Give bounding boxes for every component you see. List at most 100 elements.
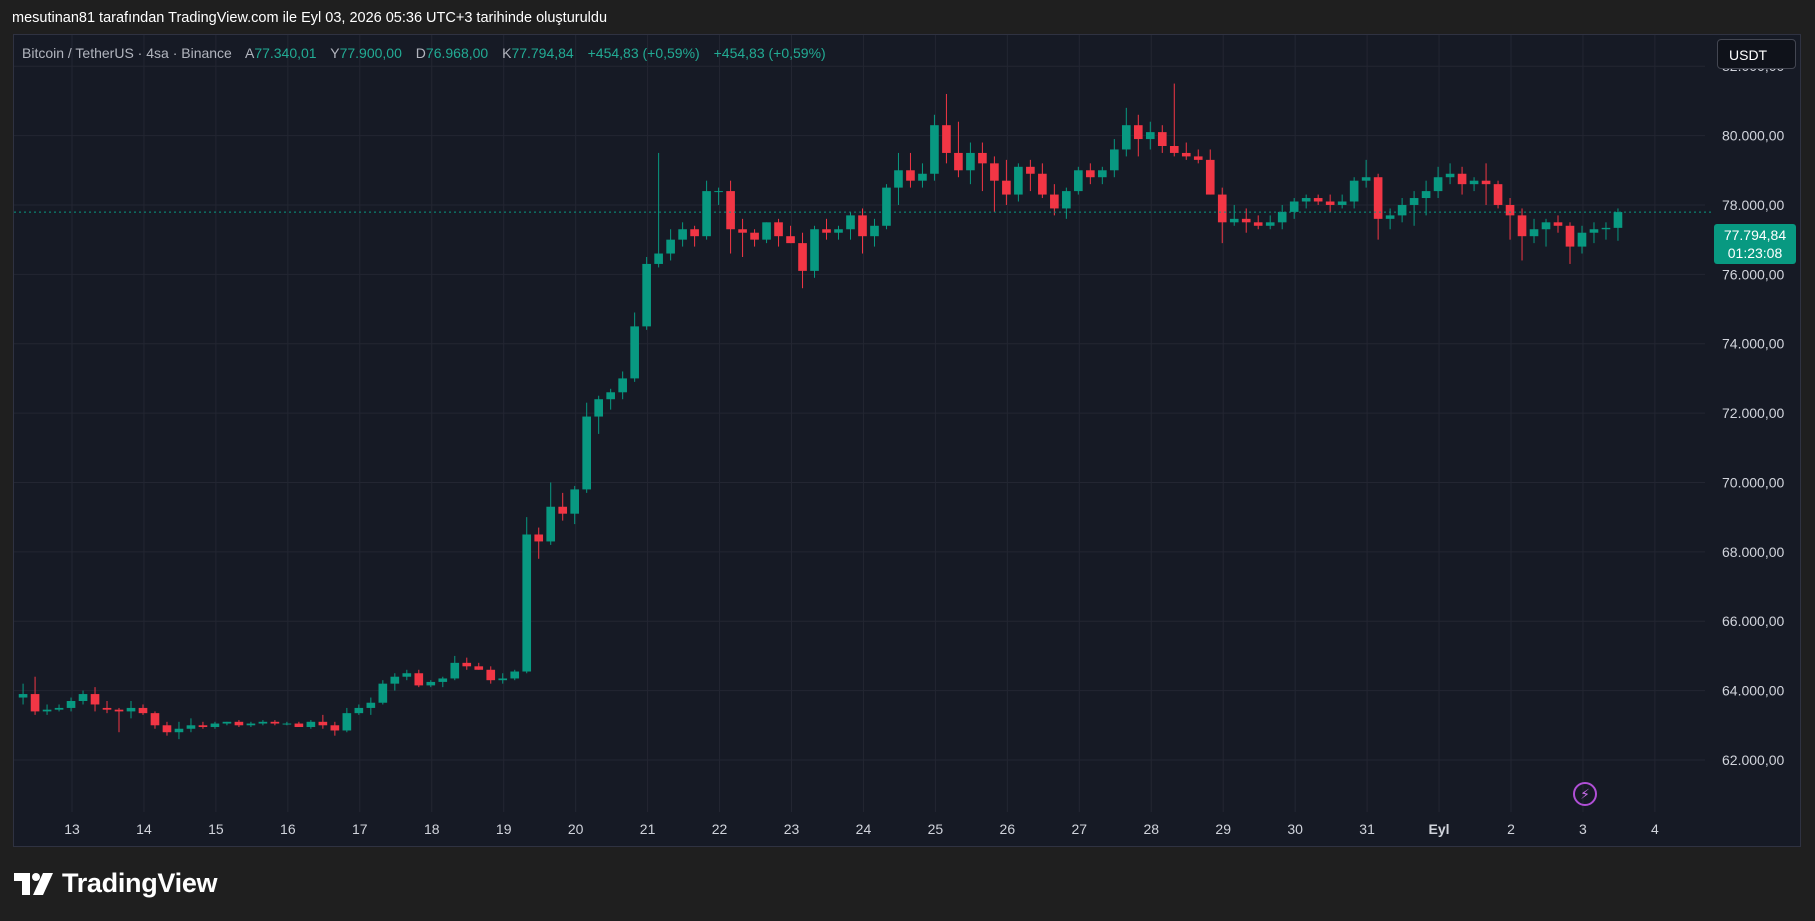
candle[interactable] [18, 683, 28, 705]
candle[interactable] [1014, 163, 1023, 202]
candle[interactable] [1325, 194, 1335, 212]
candle[interactable] [894, 152, 903, 205]
candle[interactable] [1601, 222, 1611, 240]
candle[interactable] [810, 225, 819, 278]
candle[interactable] [930, 114, 939, 181]
candle[interactable] [1553, 215, 1563, 233]
candle[interactable] [1445, 163, 1455, 185]
candle[interactable] [66, 697, 76, 712]
candle[interactable] [426, 680, 436, 688]
candle[interactable] [750, 229, 759, 247]
candle[interactable] [822, 218, 831, 240]
candle[interactable] [1229, 204, 1239, 226]
candle[interactable] [294, 721, 304, 728]
candle[interactable] [702, 180, 711, 240]
candle[interactable] [450, 655, 460, 681]
candle[interactable] [1457, 166, 1467, 195]
candle[interactable] [654, 152, 663, 268]
candle[interactable] [1613, 208, 1623, 241]
candle[interactable] [942, 93, 951, 164]
candle[interactable] [666, 229, 675, 261]
candle[interactable] [834, 225, 843, 240]
candle[interactable] [870, 218, 879, 247]
candle[interactable] [630, 312, 639, 382]
candle[interactable] [162, 721, 172, 736]
candle[interactable] [438, 676, 448, 688]
candle[interactable] [30, 676, 40, 715]
candle[interactable] [1002, 159, 1011, 205]
candle[interactable] [1086, 163, 1095, 185]
candle[interactable] [1481, 163, 1491, 205]
candle[interactable] [714, 187, 723, 205]
candle[interactable] [366, 697, 376, 715]
candle[interactable] [1337, 194, 1347, 209]
candle[interactable] [978, 142, 987, 192]
candle[interactable] [1541, 218, 1551, 247]
candle[interactable] [1205, 149, 1215, 195]
candle[interactable] [1361, 159, 1371, 188]
candle[interactable] [990, 156, 999, 212]
candle[interactable] [798, 232, 807, 289]
candle[interactable] [1565, 222, 1575, 264]
candle[interactable] [90, 687, 100, 712]
candle[interactable] [1301, 194, 1311, 209]
candle[interactable] [1109, 139, 1119, 178]
candle[interactable] [1145, 121, 1155, 150]
candle[interactable] [1577, 225, 1587, 254]
candle[interactable] [54, 704, 64, 712]
currency-button[interactable]: USDT [1717, 39, 1796, 69]
candle[interactable] [1385, 208, 1395, 230]
candle[interactable] [522, 517, 532, 674]
candle[interactable] [318, 714, 328, 729]
candle[interactable] [678, 222, 687, 247]
candle[interactable] [762, 222, 771, 244]
candle[interactable] [282, 721, 292, 726]
candle[interactable] [1265, 215, 1275, 230]
candle[interactable] [330, 721, 340, 736]
candle[interactable] [534, 527, 544, 559]
candle[interactable] [1289, 198, 1299, 219]
candle[interactable] [1193, 149, 1203, 164]
candle[interactable] [690, 225, 699, 247]
candle[interactable] [1409, 191, 1419, 226]
candle[interactable] [1493, 180, 1503, 209]
candle[interactable] [306, 720, 316, 729]
lightning-icon[interactable]: ⚡ [1573, 782, 1597, 806]
candle[interactable] [1517, 208, 1527, 261]
candle[interactable] [966, 142, 975, 185]
candle[interactable] [1217, 187, 1227, 244]
candle[interactable] [1169, 83, 1179, 157]
candle[interactable] [222, 721, 232, 726]
candle[interactable] [378, 680, 388, 705]
candle[interactable] [354, 704, 364, 715]
candle[interactable] [618, 371, 627, 400]
candle[interactable] [1469, 177, 1479, 192]
candle[interactable] [474, 662, 484, 670]
candle[interactable] [234, 720, 244, 728]
candle[interactable] [1074, 166, 1083, 195]
candle[interactable] [906, 152, 915, 188]
candle[interactable] [1433, 166, 1443, 199]
candle[interactable] [174, 721, 184, 740]
candle[interactable] [726, 180, 735, 254]
candle[interactable] [402, 669, 412, 681]
candle[interactable] [1397, 198, 1407, 223]
candle[interactable] [246, 721, 256, 728]
candle[interactable] [918, 163, 927, 188]
candle[interactable] [1241, 208, 1251, 233]
candle[interactable] [150, 711, 160, 729]
candle[interactable] [558, 492, 568, 521]
candle[interactable] [1133, 114, 1143, 157]
candle[interactable] [1589, 222, 1599, 244]
candle[interactable] [570, 485, 580, 525]
brand[interactable]: TradingView [14, 868, 218, 899]
candle[interactable] [1098, 166, 1107, 185]
candle[interactable] [126, 701, 136, 719]
candle[interactable] [1277, 204, 1287, 230]
candle[interactable] [198, 721, 208, 729]
chart-pane[interactable] [13, 34, 1801, 847]
candle[interactable] [1038, 163, 1047, 199]
candle[interactable] [1157, 125, 1167, 153]
candle[interactable] [606, 388, 615, 410]
